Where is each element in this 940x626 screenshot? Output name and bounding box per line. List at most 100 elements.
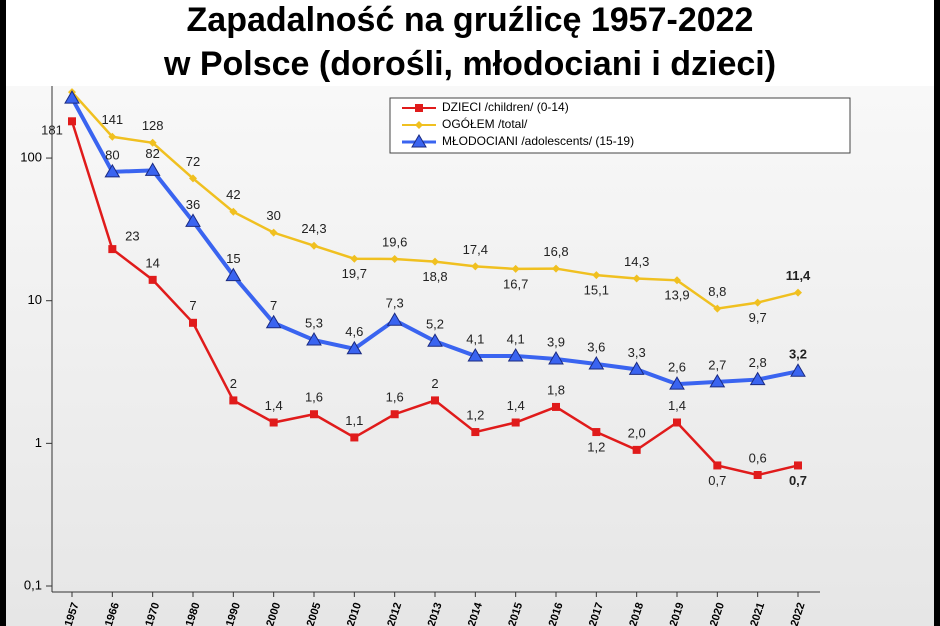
y-tick-label: 0,1 (24, 577, 42, 592)
marker (386, 312, 403, 326)
marker (628, 361, 645, 375)
marker (632, 274, 641, 283)
marker (144, 162, 161, 176)
marker (269, 418, 278, 427)
marker (431, 257, 439, 266)
marker (390, 410, 399, 419)
marker (749, 371, 766, 386)
y-tick-label: 100 (20, 149, 42, 164)
marker (548, 351, 564, 365)
marker (552, 402, 560, 411)
data-label: 7 (270, 298, 277, 313)
marker (189, 174, 197, 183)
data-label: 2,8 (749, 355, 767, 370)
marker (306, 332, 322, 346)
marker (229, 207, 238, 216)
data-label: 7 (189, 298, 196, 313)
data-label: 141 (101, 112, 123, 127)
marker (592, 271, 601, 280)
marker (753, 470, 762, 479)
data-label: 4,6 (345, 324, 363, 339)
data-label: 11,4 (786, 268, 811, 283)
marker (790, 363, 806, 377)
marker (269, 228, 278, 237)
data-label: 19,6 (382, 234, 407, 249)
background (6, 0, 934, 626)
marker (673, 276, 681, 285)
data-label: 3,2 (789, 347, 807, 362)
marker (346, 340, 363, 355)
data-label: 0,6 (749, 450, 767, 465)
data-label: 4,1 (507, 331, 525, 346)
marker (189, 318, 197, 327)
data-label: 9,7 (749, 310, 767, 325)
data-label: 5,2 (426, 317, 444, 332)
data-label: 3,6 (587, 339, 605, 354)
data-label: 2,6 (668, 360, 686, 375)
data-label: 13,9 (664, 288, 689, 303)
data-label: 18,8 (422, 269, 447, 284)
data-label: 19,7 (342, 266, 367, 281)
marker (229, 396, 238, 405)
data-label: 1,1 (345, 413, 363, 428)
marker (310, 241, 318, 250)
marker (415, 121, 423, 129)
marker (310, 410, 318, 419)
data-label: 24,3 (301, 221, 326, 236)
marker (185, 213, 201, 227)
legend-label: DZIECI /children/ (0-14) (442, 100, 569, 114)
data-label: 15 (226, 251, 240, 266)
marker (68, 117, 76, 126)
y-tick-label: 1 (35, 435, 42, 450)
data-label: 1,2 (587, 439, 605, 454)
marker (507, 347, 524, 362)
legend-label: OGÓŁEM /total/ (442, 116, 528, 131)
marker (753, 298, 762, 307)
marker (552, 264, 560, 273)
data-label: 36 (186, 197, 200, 212)
data-label: 128 (142, 118, 164, 133)
data-label: 3,9 (547, 334, 565, 349)
y-tick-label: 10 (28, 292, 42, 307)
data-label: 1,6 (305, 390, 323, 405)
data-label: 30 (266, 208, 280, 223)
marker (471, 262, 480, 271)
marker (427, 333, 443, 347)
marker (632, 445, 641, 454)
data-label: 72 (186, 154, 200, 169)
marker (713, 304, 722, 313)
data-label: 15,1 (584, 283, 609, 298)
data-label: 2,7 (708, 357, 726, 372)
marker (148, 138, 157, 147)
marker (713, 461, 722, 470)
data-label: 14 (145, 255, 159, 270)
data-label: 0,7 (789, 473, 807, 488)
marker (265, 314, 282, 329)
data-label: 2 (230, 376, 237, 391)
data-label: 23 (125, 229, 139, 244)
marker (350, 254, 359, 263)
marker (709, 373, 726, 388)
marker (673, 418, 681, 427)
data-label: 5,3 (305, 315, 323, 330)
data-label: 1,4 (265, 398, 283, 413)
data-label: 181 (41, 123, 63, 138)
data-label: 14,3 (624, 254, 649, 269)
data-label: 4,1 (466, 331, 484, 346)
marker (108, 132, 117, 141)
marker (390, 255, 399, 264)
marker (467, 347, 484, 362)
chart-subtitle: w Polsce (dorośli, młodociani i dzieci) (163, 45, 776, 83)
annotation: 2,0 (628, 425, 646, 440)
data-label: 3,3 (628, 345, 646, 360)
data-label: 1,2 (466, 407, 484, 422)
marker (794, 288, 802, 297)
data-label: 0,7 (708, 473, 726, 488)
data-label: 7,3 (386, 296, 404, 311)
data-label: 17,4 (463, 242, 488, 257)
marker (148, 275, 157, 284)
marker (471, 428, 480, 437)
marker (669, 376, 685, 390)
data-label: 82 (145, 146, 159, 161)
